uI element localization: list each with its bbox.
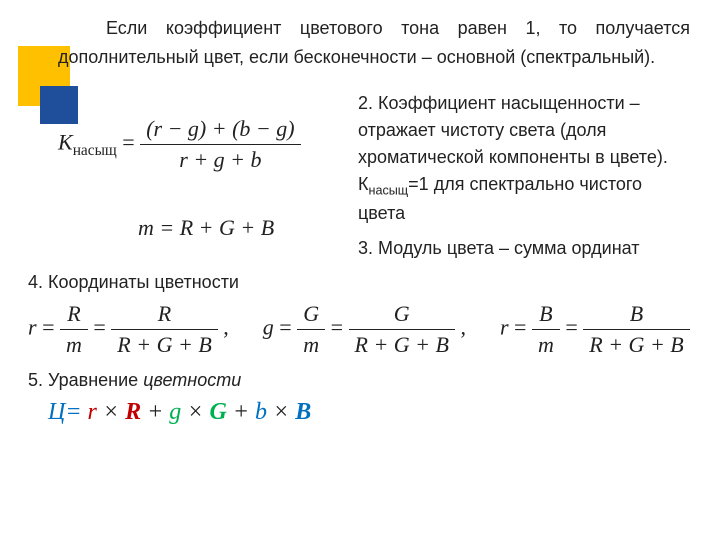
right-text-column: 2. Коэффициент насыщенности – отражает ч… (358, 90, 690, 262)
saturation-row: Kнасыщ = (r − g) + (b − g) r + g + b m =… (58, 90, 690, 262)
eq-R: R (125, 399, 147, 425)
coord-g: g = Gm = GR + G + B , (263, 301, 466, 358)
k-subscript: насыщ (73, 142, 117, 159)
eq-lhs: Ц= (48, 399, 82, 425)
eq-times3: × (273, 399, 295, 425)
k-symbol: K (58, 129, 73, 154)
coord-r: r = Rm = RR + G + B , (28, 301, 229, 358)
eq-G: G (210, 399, 233, 425)
eq-r: r (88, 399, 103, 425)
eq-times2: × (187, 399, 209, 425)
chromaticity-equation: Ц= r × R + g × G + b × B (48, 399, 690, 426)
sat-denominator: r + g + b (140, 145, 300, 173)
eq-plus1: + (147, 399, 169, 425)
eq-plus2: + (233, 399, 255, 425)
saturation-formula: Kнасыщ = (r − g) + (b − g) r + g + b m =… (58, 90, 358, 241)
eq-b: b (255, 399, 273, 425)
eq-times1: × (103, 399, 125, 425)
slide-content: Если коэффициент цветового тона равен 1,… (58, 14, 690, 426)
chromaticity-coords: r = Rm = RR + G + B , g = Gm = GR + G + … (28, 301, 690, 358)
section4-label: 4. Координаты цветности (28, 272, 690, 293)
section2-tail: =1 для спектрально чистого цвета (358, 174, 642, 223)
section3-text: 3. Модуль цвета – сумма ординат (358, 235, 690, 262)
modulus-formula: m = R + G + B (138, 215, 358, 241)
eq-g: g (169, 399, 187, 425)
intro-paragraph: Если коэффициент цветового тона равен 1,… (58, 14, 690, 72)
section2-sub: насыщ (369, 183, 409, 197)
sat-numerator: (r − g) + (b − g) (140, 116, 300, 145)
eq-B: B (295, 399, 311, 425)
section5-label: 5. Уравнение цветности (28, 370, 690, 391)
coord-b: r = Bm = BR + G + B (500, 301, 690, 358)
